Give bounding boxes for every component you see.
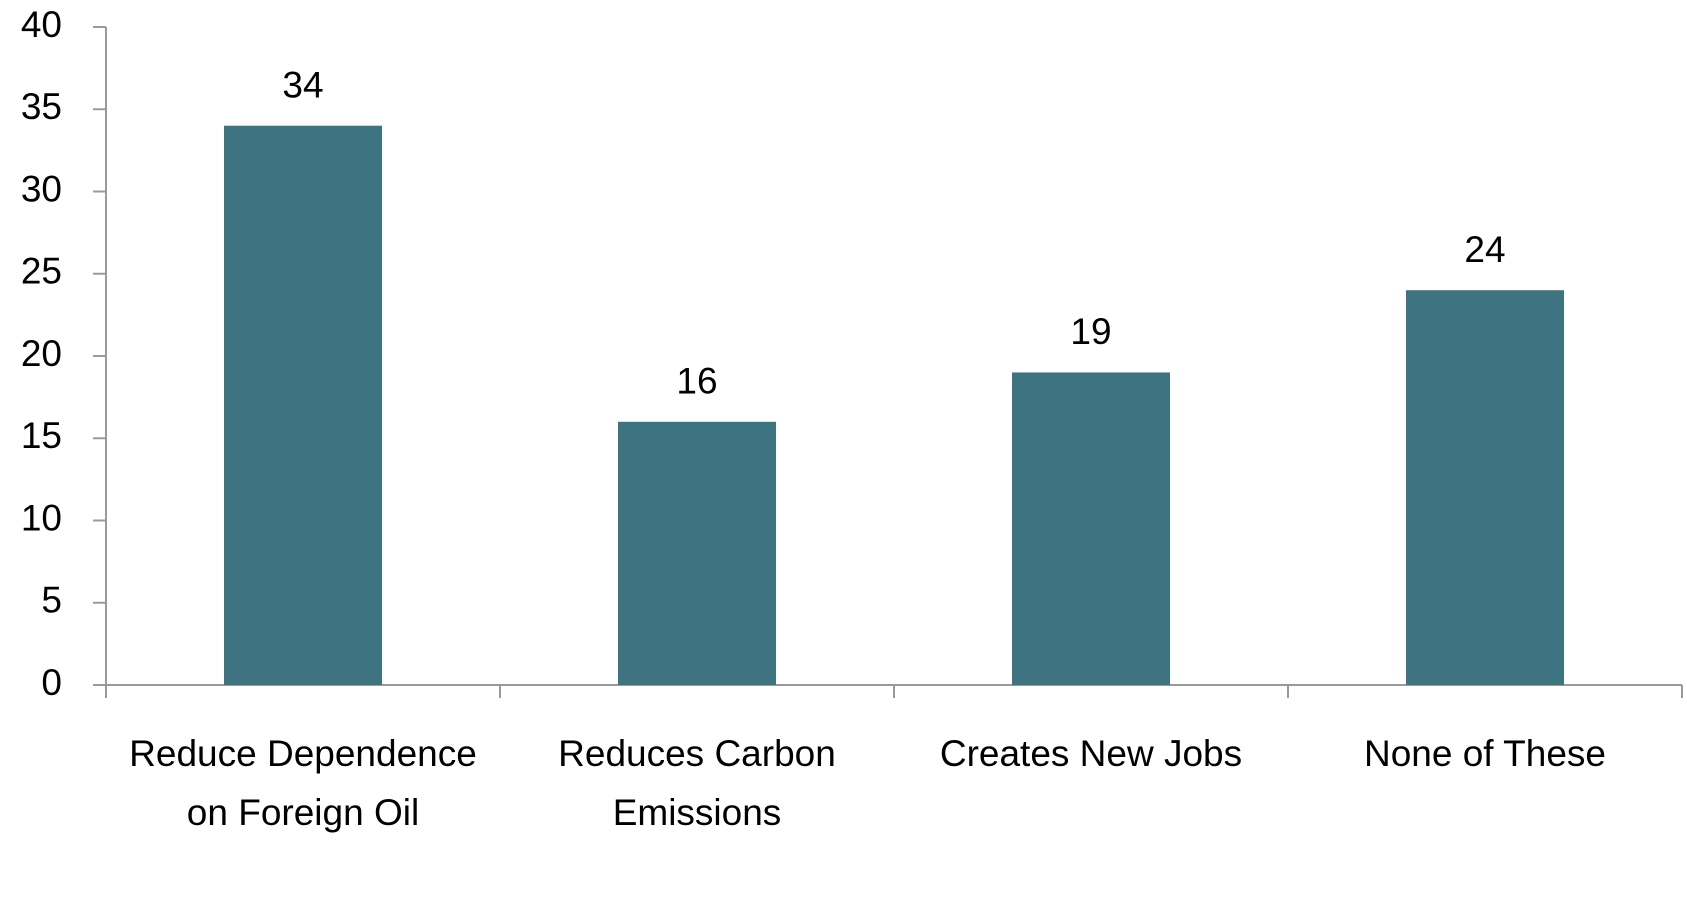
y-tick-label: 35 — [21, 86, 62, 127]
x-tick-label: Reduce Dependence on Foreign Oil — [129, 733, 477, 833]
y-tick-label: 0 — [41, 662, 62, 703]
bar — [224, 125, 382, 685]
x-tick-label: None of These — [1363, 733, 1607, 774]
x-tick-label: Reduces Carbon Emissions — [558, 733, 836, 833]
data-label: 24 — [1464, 229, 1505, 270]
y-tick-label: 10 — [21, 497, 62, 538]
y-tick-label: 40 — [21, 4, 62, 45]
y-tick-label: 25 — [21, 251, 62, 292]
bar — [1012, 372, 1170, 685]
y-tick-label: 20 — [21, 333, 62, 374]
data-label: 16 — [676, 361, 717, 402]
y-tick-label: 30 — [21, 168, 62, 209]
bar — [1406, 290, 1564, 685]
y-tick-label: 5 — [41, 580, 62, 621]
data-label: 19 — [1070, 311, 1111, 352]
x-tick-label: Creates New Jobs — [939, 733, 1243, 774]
y-tick-label: 15 — [21, 415, 62, 456]
bar — [618, 421, 776, 685]
data-label: 34 — [282, 64, 323, 105]
